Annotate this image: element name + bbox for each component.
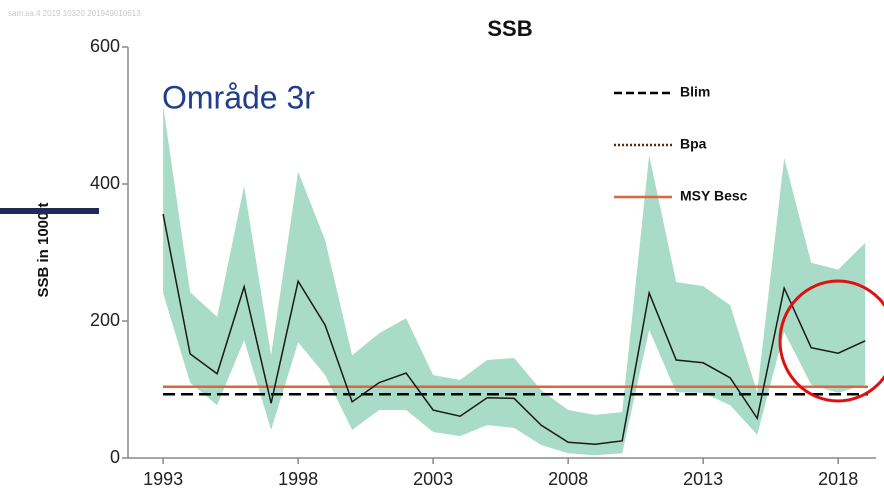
- confidence-band: [163, 105, 866, 456]
- x-tick-label: 2013: [683, 469, 723, 489]
- highlight-circle: [778, 279, 884, 403]
- watermark: sam.sa.4 2019 10320 201949010613: [8, 9, 141, 18]
- y-tick-label: 200: [90, 310, 120, 330]
- annotation: Område 3r: [162, 79, 315, 115]
- x-tick-label: 1998: [278, 469, 318, 489]
- y-tick-label: 0: [110, 447, 120, 467]
- x-tick-label: 1993: [143, 469, 183, 489]
- x-tick-label: 2003: [413, 469, 453, 489]
- y-axis-label: SSB in 1000 t: [35, 202, 52, 297]
- y-tick-label: 600: [90, 36, 120, 56]
- x-tick-label: 2008: [548, 469, 588, 489]
- legend-label: Blim: [680, 84, 710, 100]
- ssb-line: [162, 213, 866, 446]
- chart-title: SSB: [487, 16, 532, 41]
- highlight-bar: [0, 208, 99, 214]
- y-tick-label: 400: [90, 173, 120, 193]
- legend-label: MSY Besc: [680, 188, 748, 204]
- x-tick-label: 2018: [818, 469, 858, 489]
- legend-label: Bpa: [680, 136, 707, 152]
